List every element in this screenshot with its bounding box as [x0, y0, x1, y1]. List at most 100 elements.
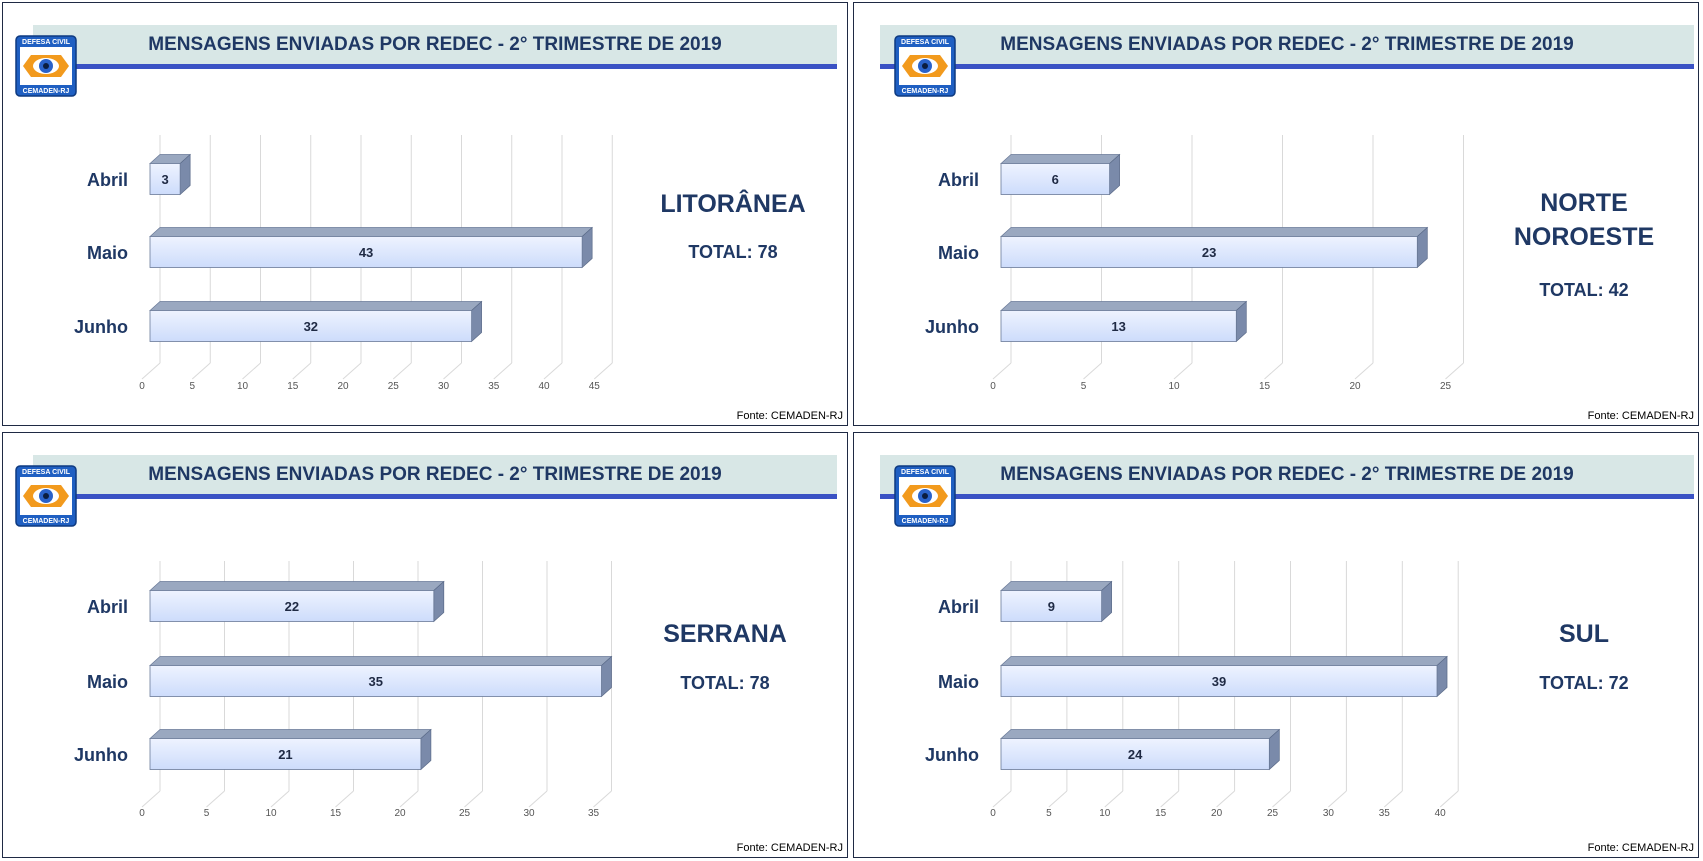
region-name: SERRANA	[663, 620, 787, 648]
x-tick-label: 25	[1267, 808, 1279, 819]
gridline-floor	[1160, 790, 1180, 808]
x-tick-label: 35	[588, 808, 600, 819]
x-tick-label: 5	[1081, 381, 1087, 392]
gridline-floor	[1048, 790, 1068, 808]
bar	[1000, 236, 1418, 268]
logo-top-text: DEFESA CIVIL	[22, 39, 71, 46]
gridline-floor	[292, 362, 312, 380]
source-note: Fonte: CEMADEN-RJ	[736, 410, 843, 422]
gridline-floor	[992, 362, 1012, 380]
category-label: Junho	[925, 317, 979, 337]
x-tick-label: 0	[139, 381, 145, 392]
x-tick-label: 0	[139, 808, 145, 819]
x-tick-label: 5	[204, 808, 210, 819]
bar-top-face	[149, 301, 483, 311]
x-tick-label: 10	[237, 381, 249, 392]
chart-panel-norte-noroeste: MENSAGENS ENVIADAS POR REDEC - 2° TRIMES…	[853, 2, 1699, 426]
bar-top-face	[149, 729, 432, 739]
logo-bottom-text: CEMADEN-RJ	[23, 88, 70, 95]
bar	[149, 310, 473, 342]
source-note: Fonte: CEMADEN-RJ	[736, 842, 843, 854]
bar-top-face	[1000, 656, 1448, 666]
data-label: 13	[1111, 319, 1125, 334]
bar-chart: 0 5 10 15 20 25 30 35 40 Abril 9 Maio 39 Junho 24	[925, 561, 1459, 819]
bar	[149, 665, 602, 697]
bar	[1000, 665, 1438, 697]
x-tick-label: 20	[337, 381, 349, 392]
defesa-civil-logo-icon: DEFESA CIVIL CEMADEN-RJ	[15, 35, 77, 97]
gridline-floor	[1264, 362, 1283, 380]
gridline-floor	[593, 362, 613, 380]
chart-panel-litoranea: MENSAGENS ENVIADAS POR REDEC - 2° TRIMES…	[2, 2, 848, 426]
x-tick-label: 30	[438, 381, 450, 392]
gridline-floor	[1173, 362, 1193, 380]
bar	[149, 163, 181, 195]
panel-header: MENSAGENS ENVIADAS POR REDEC - 2° TRIMES…	[880, 455, 1694, 499]
x-tick-label: 10	[265, 808, 277, 819]
x-tick-label: 5	[189, 381, 195, 392]
gridline-floor	[1354, 362, 1374, 380]
gridline-floor	[206, 790, 225, 808]
category-label: Abril	[87, 170, 128, 190]
total-label: TOTAL: 72	[1539, 673, 1629, 693]
gridline-floor	[528, 790, 548, 808]
gridline-floor	[141, 362, 161, 380]
data-label: 9	[1048, 599, 1055, 614]
category-label: Maio	[938, 243, 979, 263]
gridline-floor	[1383, 790, 1403, 808]
panel-title: MENSAGENS ENVIADAS POR REDEC - 2° TRIMES…	[1000, 34, 1574, 55]
bar	[149, 738, 422, 770]
logo-top-text: DEFESA CIVIL	[901, 39, 950, 46]
bar-top-face	[149, 227, 594, 237]
x-tick-label: 25	[459, 808, 471, 819]
region-name: SUL	[1559, 620, 1609, 648]
category-label: Abril	[938, 170, 979, 190]
x-tick-label: 15	[1259, 381, 1271, 392]
logo-bottom-text: CEMADEN-RJ	[902, 88, 949, 95]
gridline-floor	[1439, 790, 1459, 808]
x-tick-label: 10	[1168, 381, 1180, 392]
panel-header: MENSAGENS ENVIADAS POR REDEC - 2° TRIMES…	[33, 455, 837, 499]
data-label: 6	[1052, 172, 1059, 187]
gridline-floor	[593, 790, 612, 808]
bar-chart: 0 5 10 15 20 25 30 35 Abril 22 Maio 35 Junho 21	[74, 561, 613, 819]
x-tick-label: 35	[1379, 808, 1391, 819]
x-tick-label: 30	[523, 808, 535, 819]
x-tick-label: 20	[1211, 808, 1223, 819]
bar	[1000, 310, 1237, 342]
source-note: Fonte: CEMADEN-RJ	[1587, 842, 1694, 854]
category-label: Maio	[87, 672, 128, 692]
category-label: Maio	[938, 672, 979, 692]
category-label: Junho	[74, 745, 128, 765]
gridline-floor	[1104, 790, 1124, 808]
category-label: Abril	[87, 597, 128, 617]
gridline-floor	[335, 790, 354, 808]
x-tick-label: 35	[488, 381, 500, 392]
x-tick-label: 10	[1099, 808, 1111, 819]
x-tick-label: 20	[1349, 381, 1361, 392]
x-tick-label: 20	[394, 808, 406, 819]
bar-top-face	[1000, 154, 1121, 164]
source-note: Fonte: CEMADEN-RJ	[1587, 410, 1694, 422]
bar-top-face	[149, 581, 445, 591]
logo-bottom-text: CEMADEN-RJ	[23, 518, 70, 525]
bar-top-face	[1000, 227, 1429, 237]
gridline-floor	[1328, 790, 1347, 808]
gridline-floor	[191, 362, 211, 380]
region-name: LITORÂNEA	[660, 190, 806, 218]
gridline-floor	[464, 790, 483, 808]
bar	[149, 590, 435, 622]
bar-top-face	[1000, 729, 1281, 739]
category-label: Junho	[74, 317, 128, 337]
category-label: Maio	[87, 243, 128, 263]
x-tick-label: 15	[287, 381, 299, 392]
bar	[1000, 738, 1270, 770]
total-label: TOTAL: 78	[688, 242, 778, 262]
category-label: Abril	[938, 597, 979, 617]
gridline-floor	[399, 790, 419, 808]
x-tick-label: 25	[388, 381, 400, 392]
gridline-floor	[1272, 790, 1291, 808]
chart-panel-sul: MENSAGENS ENVIADAS POR REDEC - 2° TRIMES…	[853, 432, 1699, 858]
data-label: 21	[278, 747, 292, 762]
chart-panel-serrana: MENSAGENS ENVIADAS POR REDEC - 2° TRIMES…	[2, 432, 848, 858]
